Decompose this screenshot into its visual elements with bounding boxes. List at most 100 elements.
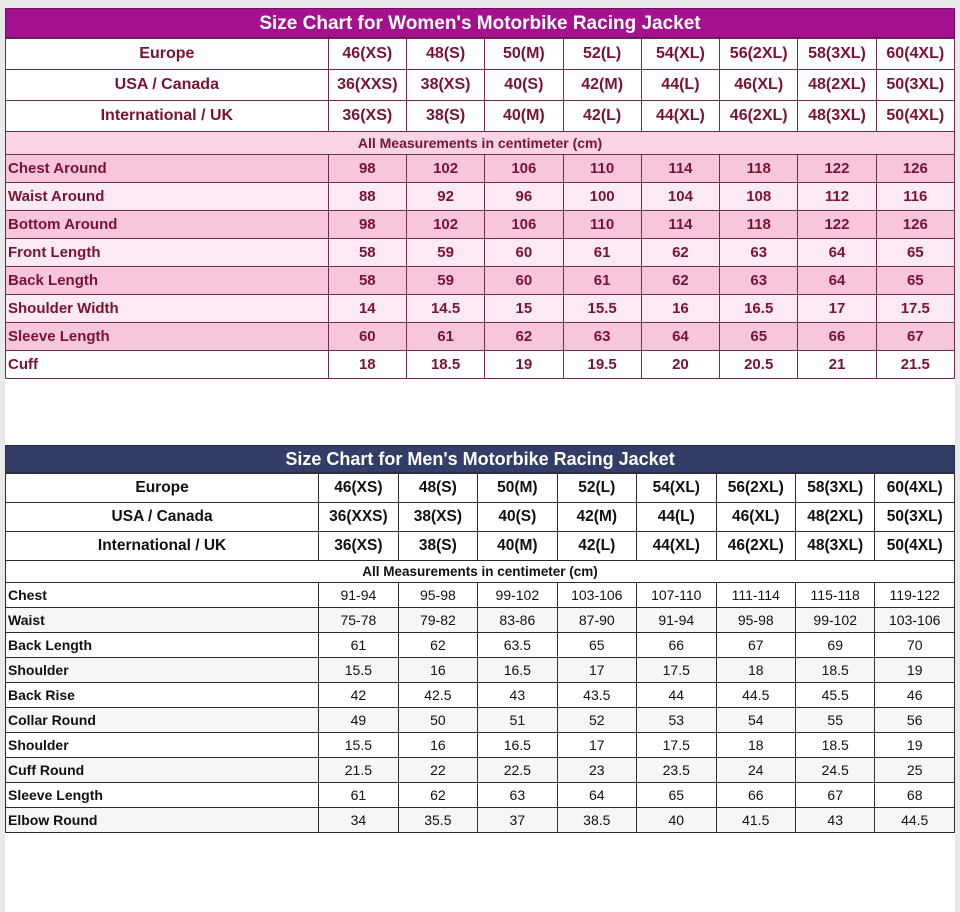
- measurement-value-cell: 18: [327, 350, 407, 379]
- size-value-cell: 46(XL): [715, 502, 796, 532]
- measurement-value-cell: 61: [562, 238, 642, 267]
- measurement-row: Sleeve Length 60 61 62 63 64 65 66 67: [5, 322, 956, 351]
- size-value-cell: 50(4XL): [874, 531, 955, 561]
- measurement-value-cell: 15.5: [318, 657, 399, 683]
- size-system-row: Europe 46(XS) 48(S) 50(M) 52(L) 54(XL) 56(2XL)…: [5, 38, 956, 70]
- measurement-value-cell: 75-78: [318, 607, 399, 633]
- size-system-label: USA / Canada: [5, 69, 329, 101]
- measurement-value-cell: 110: [562, 210, 642, 239]
- measurement-label: Sleeve Length: [5, 322, 329, 351]
- measurement-value-cell: 65: [875, 266, 956, 295]
- size-value-cell: 38(S): [397, 531, 479, 561]
- measurement-value-cell: 19: [484, 350, 564, 379]
- size-value-cell: 44(L): [640, 69, 721, 101]
- measurement-value-cell: 119-122: [874, 582, 955, 608]
- measurement-row: Back Length 61 62 63.5 65 66 67 69 70: [4, 632, 955, 658]
- measurement-value-cell: 15.5: [562, 294, 642, 323]
- size-value-cell: 42(M): [556, 502, 638, 532]
- measurement-value-cell: 21.5: [875, 350, 956, 379]
- measurement-value-cell: 62: [640, 266, 721, 295]
- measurement-value-cell: 22.5: [477, 757, 558, 783]
- size-value-cell: 46(XL): [719, 69, 799, 101]
- size-system-row: Europe 46(XS) 48(S) 50(M) 52(L) 54(XL) 56(2XL)…: [4, 473, 955, 503]
- size-value-cell: 48(3XL): [794, 531, 876, 561]
- size-value-cell: 48(3XL): [797, 100, 877, 132]
- measurement-value-cell: 98: [327, 210, 407, 239]
- measurement-value-cell: 20.5: [719, 350, 799, 379]
- measurement-label: Shoulder Width: [5, 294, 329, 323]
- size-value-cell: 50(M): [484, 38, 564, 70]
- measurement-value-cell: 64: [640, 322, 721, 351]
- measurement-row: Bottom Around 98 102 106 110 114 118 122 126: [5, 210, 956, 239]
- measurement-value-cell: 44.5: [715, 682, 796, 708]
- mens-chart-title: Size Chart for Men's Motorbike Racing Ja…: [5, 445, 955, 473]
- measurement-value-cell: 17: [556, 657, 638, 683]
- size-value-cell: 48(S): [405, 38, 486, 70]
- measurement-value-cell: 53: [636, 707, 717, 733]
- units-note-row: All Measurements in centimeter (cm): [5, 131, 955, 155]
- size-value-cell: 50(3XL): [875, 69, 956, 101]
- measurement-value-cell: 22: [397, 757, 479, 783]
- measurement-value-cell: 88: [327, 182, 407, 211]
- size-value-cell: 56(2XL): [715, 473, 796, 503]
- measurement-value-cell: 23: [556, 757, 638, 783]
- measurement-value-cell: 18.5: [794, 732, 876, 758]
- measurement-value-cell: 66: [636, 632, 717, 658]
- measurement-value-cell: 65: [556, 632, 638, 658]
- size-value-cell: 40(S): [484, 69, 564, 101]
- measurement-value-cell: 19: [874, 732, 955, 758]
- measurement-value-cell: 102: [405, 210, 486, 239]
- size-value-cell: 54(XL): [636, 473, 717, 503]
- size-value-cell: 46(2XL): [719, 100, 799, 132]
- measurement-value-cell: 34: [318, 807, 399, 833]
- measurement-row: Front Length 58 59 60 61 62 63 64 65: [5, 238, 956, 267]
- measurement-value-cell: 38.5: [556, 807, 638, 833]
- womens-chart-title: Size Chart for Women's Motorbike Racing …: [5, 8, 955, 38]
- size-value-cell: 48(S): [397, 473, 479, 503]
- measurement-value-cell: 15: [484, 294, 564, 323]
- measurement-value-cell: 18: [715, 657, 796, 683]
- measurement-value-cell: 66: [715, 782, 796, 808]
- size-value-cell: 60(4XL): [875, 38, 956, 70]
- measurement-value-cell: 18.5: [405, 350, 486, 379]
- measurement-label: Back Rise: [4, 682, 320, 708]
- measurement-label: Back Length: [5, 266, 329, 295]
- measurement-value-cell: 107-110: [636, 582, 717, 608]
- womens-size-chart: Size Chart for Women's Motorbike Racing …: [5, 8, 956, 379]
- size-value-cell: 46(2XL): [715, 531, 796, 561]
- size-value-cell: 36(XXS): [318, 502, 399, 532]
- measurement-value-cell: 42: [318, 682, 399, 708]
- size-value-cell: 56(2XL): [719, 38, 799, 70]
- size-value-cell: 42(L): [562, 100, 642, 132]
- measurement-value-cell: 18: [715, 732, 796, 758]
- mens-size-chart: Size Chart for Men's Motorbike Racing Ja…: [4, 445, 955, 833]
- measurement-value-cell: 14.5: [405, 294, 486, 323]
- measurement-row: Cuff 18 18.5 19 19.5 20 20.5 21 21.5: [5, 350, 956, 379]
- measurement-label: Shoulder: [4, 732, 320, 758]
- measurement-value-cell: 62: [397, 632, 479, 658]
- measurement-label: Waist: [4, 607, 320, 633]
- size-value-cell: 40(S): [477, 502, 558, 532]
- measurement-value-cell: 99-102: [477, 582, 558, 608]
- measurement-value-cell: 16.5: [477, 657, 558, 683]
- measurement-value-cell: 63: [562, 322, 642, 351]
- measurement-value-cell: 118: [719, 154, 799, 183]
- measurement-row: Shoulder 15.5 16 16.5 17 17.5 18 18.5 19: [4, 657, 955, 683]
- measurement-value-cell: 67: [794, 782, 876, 808]
- measurement-value-cell: 103-106: [556, 582, 638, 608]
- measurement-value-cell: 18.5: [794, 657, 876, 683]
- measurement-value-cell: 24: [715, 757, 796, 783]
- content-area: Size Chart for Women's Motorbike Racing …: [4, 8, 956, 912]
- size-system-label: USA / Canada: [4, 502, 320, 532]
- measurement-value-cell: 43: [794, 807, 876, 833]
- measurement-label: Cuff: [5, 350, 329, 379]
- size-value-cell: 42(L): [556, 531, 638, 561]
- chart-divider-space: [5, 379, 955, 445]
- measurement-value-cell: 65: [719, 322, 799, 351]
- measurement-value-cell: 83-86: [477, 607, 558, 633]
- measurement-value-cell: 112: [797, 182, 877, 211]
- measurement-value-cell: 14: [327, 294, 407, 323]
- size-system-label: International / UK: [4, 531, 320, 561]
- measurement-value-cell: 63: [477, 782, 558, 808]
